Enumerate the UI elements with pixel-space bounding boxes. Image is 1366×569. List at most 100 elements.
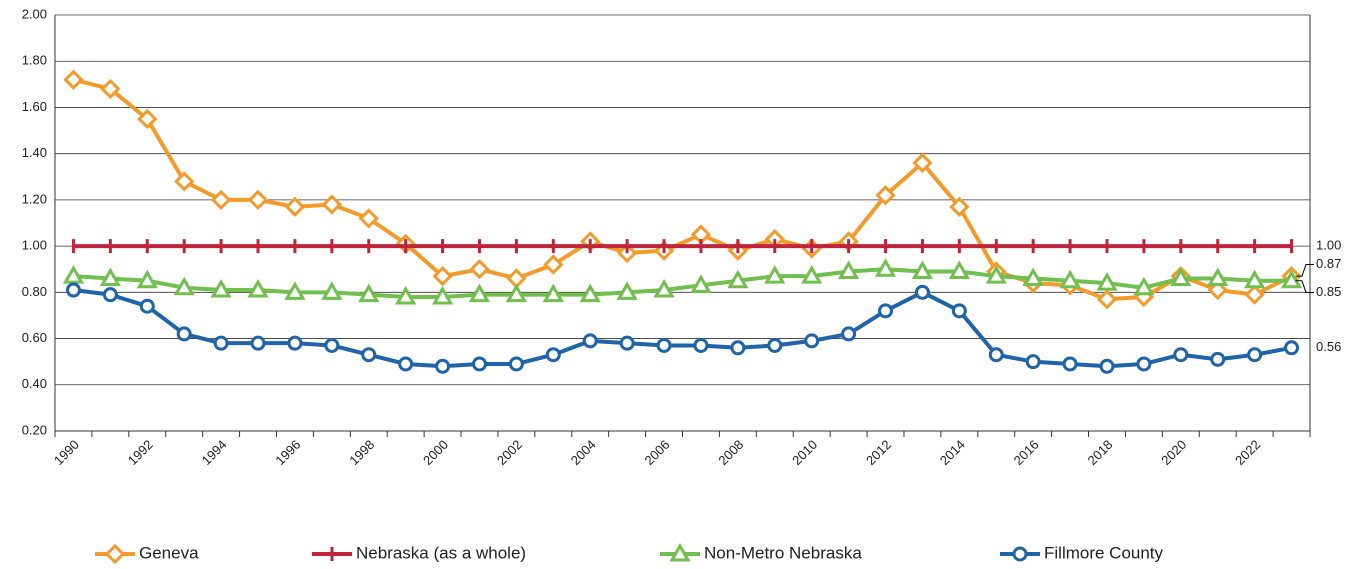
x-tick-label: 2010 [789, 437, 820, 468]
point [468, 283, 491, 303]
point [321, 281, 343, 300]
point [616, 281, 638, 300]
legend: Geneva Nebraska (as a whole) Non-Metro Neb… [95, 542, 1164, 565]
point [432, 266, 453, 287]
legend-marker [1012, 546, 1028, 562]
y-tick-label: 1.80 [22, 53, 47, 68]
x-tick-label: 2006 [642, 437, 673, 468]
legend-marker [104, 543, 126, 565]
legend-label: Nebraska (as a whole) [356, 543, 526, 562]
point [358, 208, 379, 229]
point [875, 185, 896, 206]
point [431, 285, 454, 305]
legend-label: Non-Metro Nebraska [704, 543, 862, 562]
point [767, 337, 783, 353]
y-tick-label: 0.20 [22, 422, 47, 437]
point [284, 281, 306, 300]
point [874, 258, 897, 277]
point [100, 78, 121, 100]
point [287, 335, 303, 351]
x-tick-label: 2016 [1011, 437, 1042, 468]
point [395, 285, 417, 305]
point [653, 278, 675, 298]
y-tick-label: 1.40 [22, 145, 47, 160]
x-tick-label: 1992 [125, 437, 156, 468]
point [985, 265, 1007, 284]
value-label: 1.00 [1316, 238, 1341, 253]
point [1244, 269, 1266, 289]
point [321, 194, 342, 215]
x-tick-label: 2008 [715, 437, 746, 468]
point [99, 267, 121, 286]
point [878, 303, 894, 319]
point [210, 278, 232, 298]
x-tick-label: 1996 [272, 437, 303, 468]
point [841, 326, 857, 342]
point [139, 298, 155, 314]
point [543, 254, 564, 275]
series-line [72, 77, 1293, 302]
legend-marker [669, 542, 691, 562]
point [545, 347, 561, 363]
point [210, 189, 232, 211]
point [247, 278, 269, 298]
point [1280, 269, 1303, 289]
leader-line [1295, 263, 1314, 277]
series-line [73, 288, 1292, 369]
y-tick-label: 0.40 [22, 376, 47, 391]
point [1096, 272, 1118, 291]
point [1099, 358, 1115, 374]
point [542, 283, 564, 303]
point [505, 283, 527, 303]
x-tick-label: 1990 [51, 437, 82, 468]
value-label: 0.85 [1316, 284, 1341, 299]
value-label: 0.87 [1316, 256, 1341, 271]
x-tick-label: 2004 [568, 437, 599, 468]
point [1025, 354, 1041, 370]
y-tick-label: 1.00 [22, 238, 47, 253]
point [361, 347, 377, 363]
point [911, 260, 934, 280]
point [435, 358, 451, 374]
point [247, 189, 269, 211]
point [62, 265, 85, 284]
value-label: 0.56 [1316, 339, 1341, 354]
point [656, 337, 672, 353]
point [250, 335, 266, 351]
point [174, 171, 195, 192]
y-tick-label: 1.60 [22, 99, 47, 114]
x-tick-label: 2014 [937, 437, 968, 468]
point [176, 326, 192, 342]
point [102, 287, 118, 303]
point [1284, 340, 1300, 356]
point [579, 283, 601, 303]
point [469, 259, 490, 280]
point [1207, 279, 1228, 301]
y-tick-label: 0.60 [22, 330, 47, 345]
point [471, 356, 487, 372]
y-tick-label: 0.80 [22, 284, 47, 299]
point [730, 340, 746, 356]
point [1059, 269, 1081, 289]
x-tick-label: 1998 [346, 437, 377, 468]
point [951, 303, 967, 319]
point [1170, 267, 1192, 286]
point [508, 356, 524, 372]
point [690, 274, 712, 293]
point [912, 152, 933, 174]
point [358, 283, 380, 303]
x-tick-label: 2000 [420, 437, 451, 468]
point [727, 269, 749, 289]
point [136, 269, 158, 289]
point [65, 282, 81, 298]
point [764, 265, 786, 284]
point [1207, 267, 1229, 286]
legend-label: Fillmore County [1044, 543, 1164, 562]
point [1062, 356, 1078, 372]
legend-label: Geneva [139, 543, 199, 562]
point [213, 335, 229, 351]
point [914, 284, 930, 300]
point [1096, 289, 1118, 310]
point [137, 108, 158, 130]
point [173, 276, 195, 296]
